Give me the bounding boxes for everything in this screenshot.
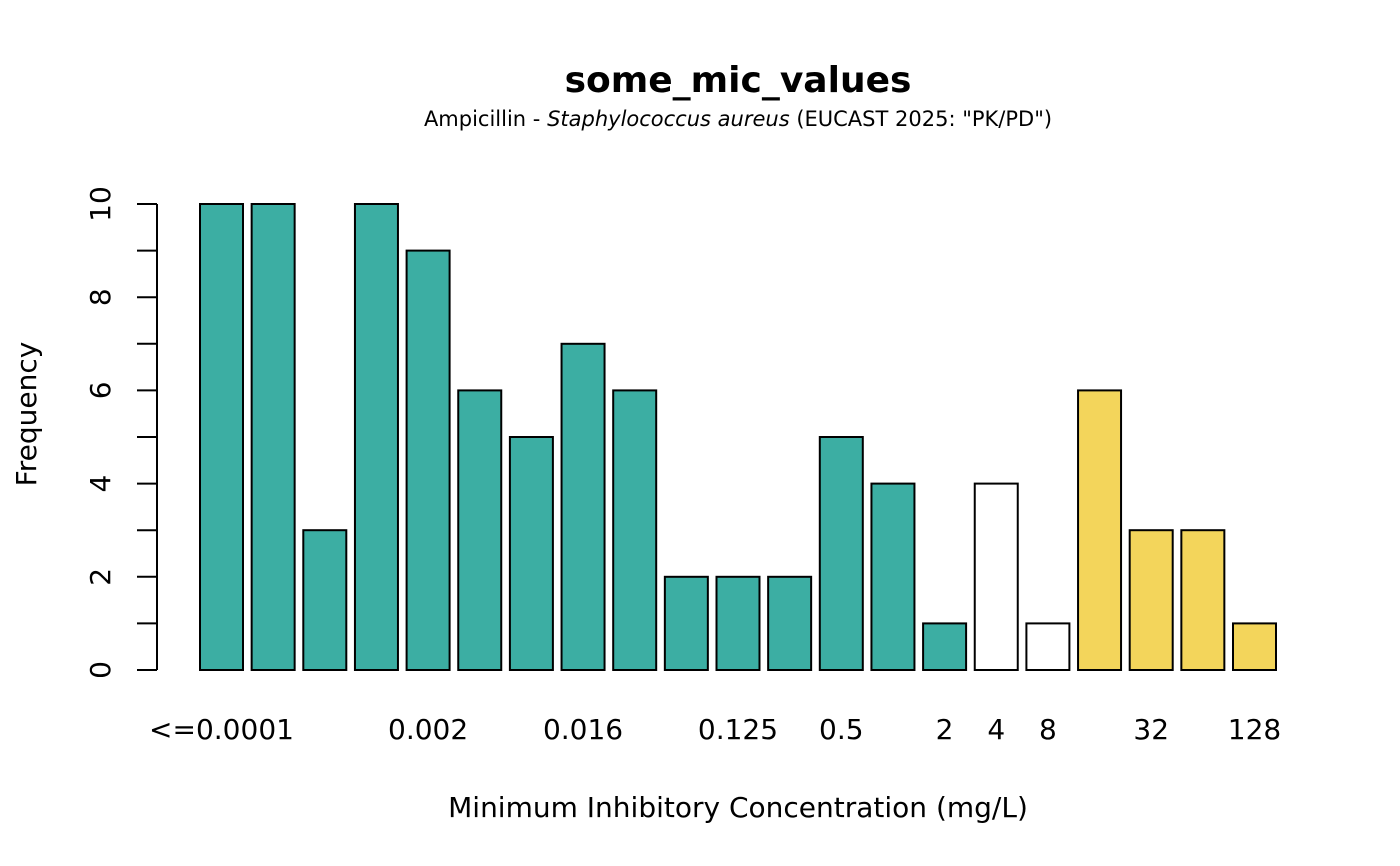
x-axis-label: Minimum Inhibitory Concentration (mg/L) [448, 791, 1028, 824]
subtitle-guideline: (EUCAST 2025: "PK/PD") [790, 107, 1052, 131]
x-tick-labels: <=0.0001 0.002 0.016 0.125 0.5 2 4 8 32 128 [149, 713, 1281, 746]
x-tick-label: 8 [1039, 713, 1057, 746]
x-tick-label: <=0.0001 [149, 713, 294, 746]
subtitle-organism: Staphylococcus aureus [547, 107, 790, 131]
bar [1180, 529, 1226, 672]
bar [405, 249, 451, 671]
bar [457, 389, 503, 671]
bar [1077, 389, 1123, 671]
bar [767, 575, 813, 671]
x-tick-label: 32 [1133, 713, 1169, 746]
x-tick-label: 0.002 [388, 713, 468, 746]
bars [199, 203, 1277, 672]
bar [922, 622, 968, 672]
subtitle-drug: Ampicillin [424, 107, 526, 131]
bar [973, 482, 1019, 671]
x-tick-label: 0.125 [698, 713, 778, 746]
bar [353, 203, 399, 671]
bar [199, 203, 244, 671]
y-axis: 0 2 4 6 8 10 [84, 186, 158, 679]
x-tick-label: 2 [936, 713, 954, 746]
bar [508, 436, 554, 671]
y-tick-label: 4 [84, 475, 117, 493]
y-tick-label: 2 [84, 568, 117, 586]
bar [1128, 529, 1174, 672]
x-tick-label: 128 [1228, 713, 1281, 746]
chart-subtitle: Ampicillin - Staphylococcus aureus (EUCA… [424, 107, 1052, 131]
x-tick-label: 4 [987, 713, 1005, 746]
bar [302, 529, 348, 672]
bar [870, 482, 916, 671]
x-tick-label: 0.016 [543, 713, 623, 746]
x-tick-label: 0.5 [819, 713, 864, 746]
y-axis-label: Frequency [10, 342, 43, 487]
bar [612, 389, 658, 671]
bar [560, 342, 606, 671]
bar [715, 575, 761, 671]
bar [818, 436, 864, 671]
y-tick-label: 10 [84, 186, 117, 222]
chart-title: some_mic_values [565, 60, 912, 101]
bar [250, 203, 296, 671]
bar [1232, 622, 1277, 672]
bar [663, 575, 709, 671]
y-tick-label: 6 [84, 381, 117, 399]
bar [1025, 622, 1071, 672]
subtitle-separator: - [526, 107, 547, 131]
y-tick-label: 8 [84, 288, 117, 306]
y-tick-label: 0 [84, 661, 117, 679]
